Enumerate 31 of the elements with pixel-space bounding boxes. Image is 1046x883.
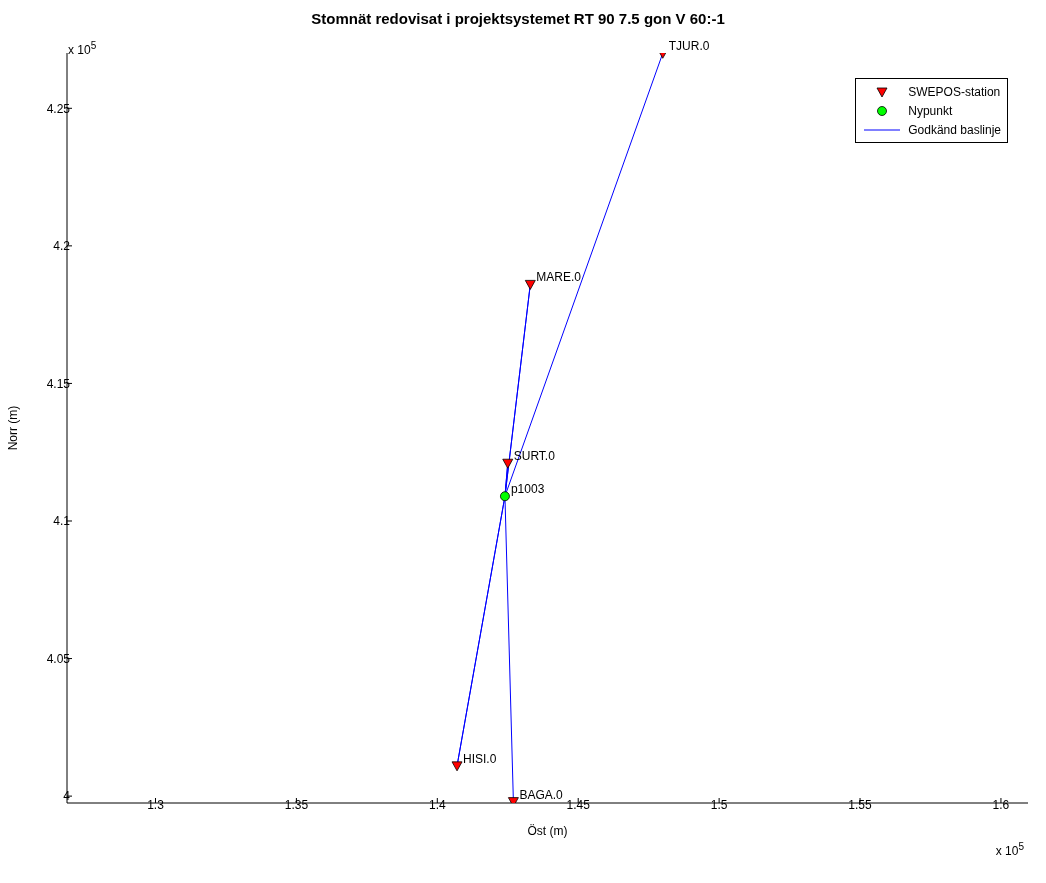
y-axis-title: Norr (m) [6,405,21,451]
legend-label: Nypunkt [908,103,953,118]
annotation: SURT.0 [513,449,556,464]
legend-label: Godkänd baslinje [908,122,1001,137]
y-tick-label: 4 [63,789,71,804]
x-tick-label: 1.5 [710,797,728,812]
x-tick-label: 1.6 [992,797,1010,812]
point [451,761,463,772]
x-tick-label: 1.55 [848,797,873,812]
x-tick-label: 1.3 [147,797,165,812]
chart-title: Stomnät redovisat i projektsystemet RT 90 7.5 gon V 60:-1 [310,10,726,27]
y-tick-label: 4.1 [53,514,71,529]
annotation: p1003 [510,482,545,497]
annotation: HISI.0 [463,751,497,766]
x-tick-label: 1.4 [428,797,446,812]
point [500,491,510,502]
y-tick-label: 4.25 [46,101,71,116]
y-tick-label: 4.05 [46,651,71,666]
y-tick-label: 4.15 [46,376,71,391]
annotation: BAGA.0 [519,787,564,802]
x-tick-label: 1.35 [284,797,309,812]
y-tick-label: 4.2 [53,239,71,254]
x-axis-title: Öst (m) [527,824,568,838]
point [502,458,514,469]
annotation: TJUR.0 [668,39,710,54]
annotation: x 10$^{5}$ [68,40,97,57]
x-tick-label: 1.45 [566,797,591,812]
point [524,279,536,290]
legend-label: SWEPOS-station [908,84,1001,99]
text: x 10$^{5}$ [995,841,1024,858]
annotation: MARE.0 [536,270,582,285]
